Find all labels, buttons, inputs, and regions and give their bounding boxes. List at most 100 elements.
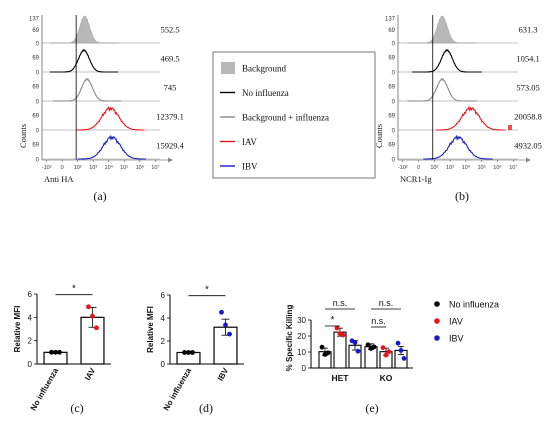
histogram-background-fill xyxy=(407,15,477,44)
y-tick-label: 0 xyxy=(392,71,396,77)
x-tick-label: 10⁶ xyxy=(136,164,144,171)
histogram-curve-ibv xyxy=(423,134,493,160)
legend-label: Background + influenza xyxy=(242,113,329,123)
data-point xyxy=(227,331,232,337)
y-tick-label: 69 xyxy=(32,143,39,149)
significance-label: * xyxy=(72,284,76,295)
legend-label: No influenza xyxy=(449,300,499,310)
y-tick-label: 69 xyxy=(388,143,395,149)
x-tick-label: 10⁴ xyxy=(105,164,114,171)
mfi-value-label: 745 xyxy=(164,83,177,93)
y-tick-label: 69 xyxy=(32,56,39,62)
x-tick-label: 10⁷ xyxy=(509,164,517,171)
data-point xyxy=(319,344,325,350)
y-axis-label: Counts xyxy=(18,124,28,148)
mfi-value-label: 15929.4 xyxy=(156,141,184,151)
y-tick-label: 0 xyxy=(36,100,40,106)
panel-c-bar-chart: 0 2 4 6 Relative MFI No influenza IAV * (c) xyxy=(13,284,111,415)
histogram-curve-ibv xyxy=(77,134,146,160)
x-tick-label: 10⁶ xyxy=(493,164,501,171)
y-tick-label: 137 xyxy=(29,17,40,23)
x-axis-arrow xyxy=(526,157,531,163)
significance-label: * xyxy=(205,285,209,296)
data-point xyxy=(386,349,392,355)
data-point xyxy=(182,350,187,355)
panel-label: (a) xyxy=(93,189,106,203)
mfi-value-label: 552.5 xyxy=(160,25,179,35)
y-tick-label: 0 xyxy=(161,360,166,369)
y-tick-label: 6 xyxy=(28,290,33,299)
y-tick-label: 6 xyxy=(161,291,166,300)
x-tick-label: 10⁴ xyxy=(462,164,471,171)
y-tick-label: 69 xyxy=(388,56,395,62)
data-point xyxy=(401,356,407,361)
legend-histograms: Background No influenza Background + influ… xyxy=(212,51,376,179)
x-axis-label: Anti HA xyxy=(44,174,74,184)
legend-label: Background xyxy=(242,64,286,74)
y-tick-label: 69 xyxy=(32,85,39,91)
data-point xyxy=(352,340,358,345)
data-point xyxy=(340,332,346,338)
data-point xyxy=(365,342,371,348)
data-point xyxy=(190,350,195,355)
category-label: IBV xyxy=(216,366,231,383)
category-label: IAV xyxy=(83,366,97,382)
y-tick-label: 69 xyxy=(388,114,395,120)
legend-swatch xyxy=(221,62,235,74)
data-point xyxy=(334,325,340,331)
y-tick-label: 0 xyxy=(36,158,40,164)
significance-label: * xyxy=(331,315,335,326)
histogram-curve-background-influenza xyxy=(407,77,477,102)
category-label: KO xyxy=(380,373,393,383)
x-tick-label: -10² xyxy=(42,165,52,171)
mfi-value-label: 631.3 xyxy=(518,25,537,35)
x-tick-label: 10³ xyxy=(446,165,454,171)
panel-e-bar-chart: 0 10 20 30% Specific Killing HET KO * n.s. n.s. n… xyxy=(285,298,413,415)
legend-marker xyxy=(434,301,440,307)
y-tick-label: 0 xyxy=(28,360,33,369)
panel-label: (b) xyxy=(455,189,469,203)
y-tick-label: 20 xyxy=(297,332,306,341)
data-point xyxy=(57,349,62,355)
y-tick-label: 0 xyxy=(36,42,40,48)
panel-label: (e) xyxy=(365,401,378,415)
data-point xyxy=(398,348,404,353)
y-tick-label: 69 xyxy=(388,28,395,34)
data-point xyxy=(219,309,224,315)
mfi-value-label: 20058.8 xyxy=(514,112,542,122)
legend-label: IBV xyxy=(449,334,464,344)
legend-box xyxy=(212,51,376,179)
x-axis-label: NCR1-Ig xyxy=(400,174,432,184)
data-point xyxy=(49,349,54,355)
mfi-value-label: 573.05 xyxy=(516,83,539,93)
data-point xyxy=(355,348,361,354)
y-axis-label: Relative MFI xyxy=(13,306,22,353)
legend-label: IAV xyxy=(242,137,257,147)
significance-label: n.s. xyxy=(333,298,348,308)
legend-marker xyxy=(434,318,440,324)
data-point xyxy=(186,350,191,355)
y-axis-label: % Specific Killing xyxy=(285,305,294,372)
y-tick-label: 137 xyxy=(385,17,396,23)
histogram-curve-iav xyxy=(435,105,506,131)
data-point xyxy=(90,313,95,319)
significance-label: n.s. xyxy=(371,316,386,326)
data-point xyxy=(395,340,401,346)
legend-label: No influenza xyxy=(242,88,289,98)
x-tick-label: 10⁵ xyxy=(477,164,485,171)
data-point xyxy=(371,344,377,350)
y-tick-label: 0 xyxy=(302,364,307,373)
x-tick-label: 10³ xyxy=(89,165,97,171)
y-axis-label: Counts xyxy=(374,124,384,148)
x-tick-label: 10² xyxy=(74,165,82,171)
bar-het-iav xyxy=(333,331,347,369)
legend-label: IBV xyxy=(242,162,258,172)
legend-label: IAV xyxy=(449,317,463,327)
histogram-background-fill xyxy=(50,15,119,44)
mfi-value-label: 4932.05 xyxy=(514,141,542,151)
y-tick-label: 0 xyxy=(392,129,396,135)
data-point xyxy=(380,345,386,351)
mfi-value-label: 1054.1 xyxy=(516,54,539,64)
panel-a-histograms: 137 69 0 552.5 69 0 469.5 69 0 745 69 0 12379.1 69 0 15… xyxy=(18,15,185,203)
significance-label: n.s. xyxy=(379,298,394,308)
